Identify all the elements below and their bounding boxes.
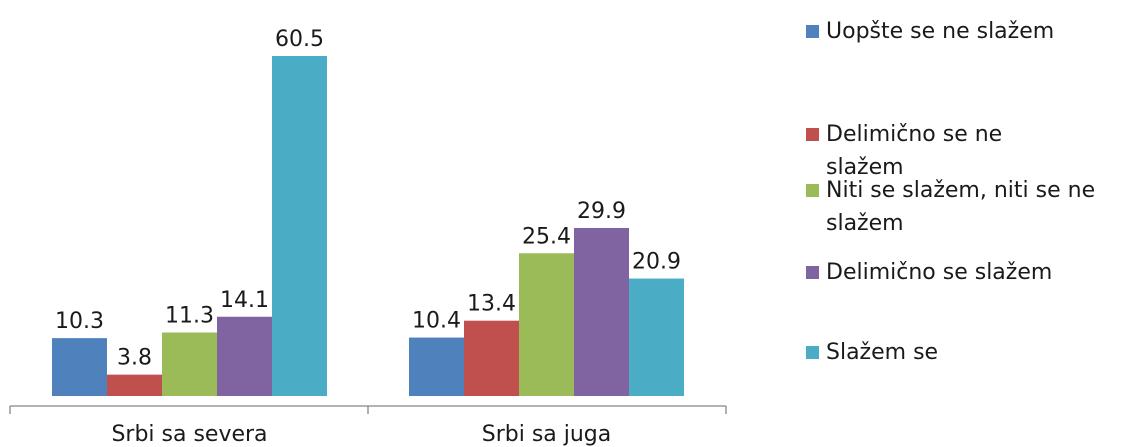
- bar-srbi-sa-severa-uopste-se-ne-slazem: [52, 338, 107, 396]
- legend-swatch: [806, 184, 819, 197]
- legend-swatch: [806, 25, 819, 38]
- value-label-srbi-sa-severa-uopste-se-ne-slazem: 10.3: [55, 309, 104, 334]
- legend-swatch: [806, 266, 819, 279]
- bar-srbi-sa-severa-slazem-se: [272, 56, 327, 396]
- bar-srbi-sa-severa-delimicno-se-ne-slazem: [107, 374, 162, 396]
- bar-srbi-sa-juga-delimicno-se-slazem: [574, 227, 629, 396]
- legend-label: Niti se slažem, niti se ne slažem: [826, 178, 1096, 236]
- bar-srbi-sa-juga-slazem-se: [629, 278, 684, 396]
- value-label-srbi-sa-severa-delimicno-se-ne-slazem: 3.8: [117, 346, 152, 371]
- value-label-srbi-sa-juga-uopste-se-ne-slazem: 10.4: [412, 309, 461, 334]
- legend-label: Delimično se ne slažem: [826, 122, 1003, 180]
- bar-srbi-sa-severa-niti-se-slazem-niti-se-ne-slazem: [162, 332, 217, 396]
- legend-swatch: [806, 346, 819, 359]
- legend-label: Slažem se: [826, 340, 939, 365]
- x-axis-category-labels: Srbi sa severa Srbi sa juga: [111, 422, 611, 447]
- value-labels-group: 10.3 3.8 11.314.1 60.5 10.413.4 25.429.9 20.9: [55, 27, 681, 371]
- value-label-srbi-sa-juga-delimicno-se-ne-slazem: 13.4: [467, 292, 516, 317]
- legend-label: Delimično se slažem: [826, 260, 1053, 285]
- bar-srbi-sa-juga-delimicno-se-ne-slazem: [464, 320, 519, 396]
- category-label-srbi-sa-severa: Srbi sa severa: [111, 422, 267, 447]
- category-label-srbi-sa-juga: Srbi sa juga: [482, 422, 612, 447]
- value-label-srbi-sa-severa-delimicno-se-slazem: 14.1: [220, 288, 269, 313]
- x-axis-ticks: [9, 406, 727, 414]
- value-label-srbi-sa-severa-slazem-se: 60.5: [275, 27, 324, 52]
- bar-chart: 10.33.811.314.160.510.413.425.429.920.9 …: [9, 27, 727, 447]
- bar-srbi-sa-juga-uopste-se-ne-slazem: [409, 337, 464, 396]
- value-label-srbi-sa-juga-delimicno-se-slazem: 29.9: [577, 199, 626, 224]
- value-label-srbi-sa-juga-slazem-se: 20.9: [632, 250, 681, 275]
- bar-srbi-sa-severa-delimicno-se-slazem: [217, 316, 272, 396]
- bar-srbi-sa-juga-niti-se-slazem-niti-se-ne-slazem: [519, 253, 574, 396]
- legend-label: Uopšte se ne slažem: [826, 19, 1055, 44]
- value-label-srbi-sa-severa-niti-se-slazem-niti-se-ne-slazem: 11.3: [165, 303, 214, 328]
- value-label-srbi-sa-juga-niti-se-slazem-niti-se-ne-slazem: 25.4: [522, 224, 571, 249]
- bars-group: [52, 56, 684, 396]
- legend-swatch: [806, 128, 819, 141]
